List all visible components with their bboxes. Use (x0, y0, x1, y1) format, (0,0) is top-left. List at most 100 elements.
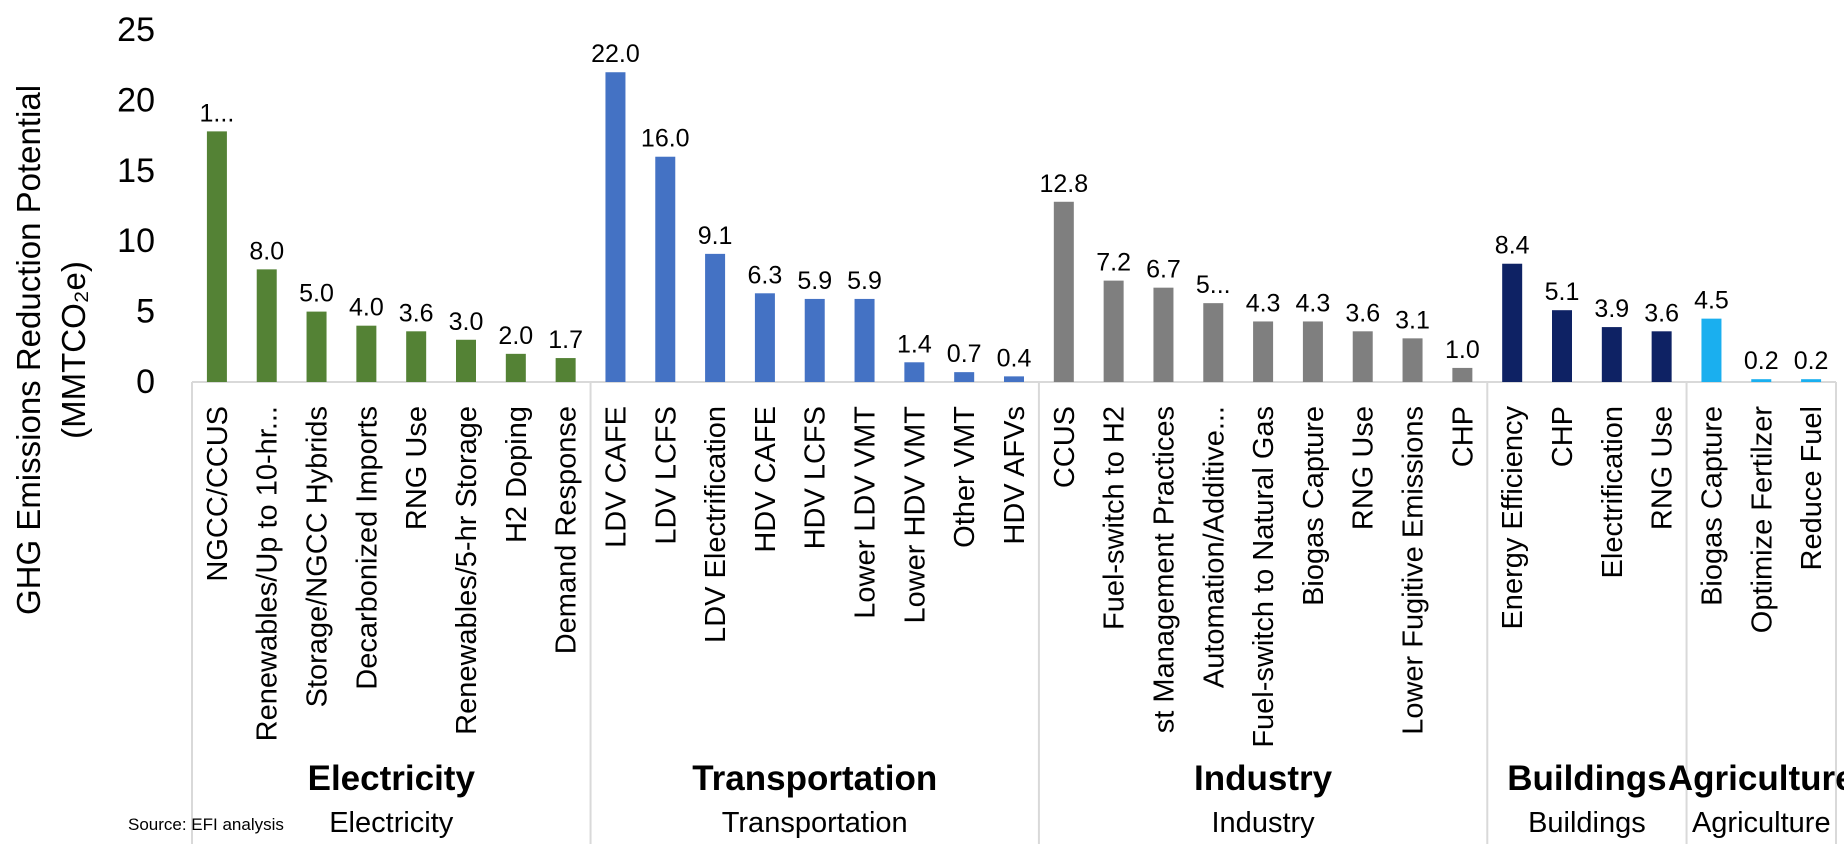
category-label: Electrification (1597, 406, 1629, 578)
bar (256, 269, 277, 382)
category-label: Other VMT (949, 406, 981, 548)
data-label: 7.2 (1096, 249, 1131, 277)
bar (1203, 303, 1224, 382)
category-label: Renewables/Up to 10-hr... (252, 406, 284, 741)
data-label: 3.6 (399, 299, 434, 327)
data-label: 3.0 (449, 308, 484, 336)
category-label: Automation/Additive... (1198, 406, 1230, 688)
category-label: Storage/NGCC Hybrids (302, 406, 334, 707)
y-tick-label: 0 (136, 363, 155, 401)
bar (206, 131, 227, 382)
data-label: 4.0 (349, 294, 384, 322)
group-subtitle: Transportation (722, 807, 908, 839)
y-tick-label: 15 (117, 152, 155, 190)
category-label: Demand Response (551, 406, 583, 654)
bar (1651, 331, 1672, 382)
data-label: 5... (1196, 271, 1231, 299)
data-label: 1.4 (897, 330, 932, 358)
data-label: 0.2 (1744, 347, 1779, 375)
bar (954, 372, 975, 382)
group-title: Industry (1194, 759, 1333, 798)
category-label: Biogas Capture (1696, 406, 1728, 606)
source-note: Source: EFI analysis (128, 815, 284, 834)
category-label: H2 Doping (501, 406, 533, 543)
data-label: 9.1 (698, 222, 733, 250)
category-label: Decarbonized Imports (351, 406, 383, 690)
group-labels: Electricity Electricity Transportation Tran… (308, 759, 1844, 839)
bar (406, 331, 427, 382)
bar (804, 298, 825, 382)
bar (754, 293, 775, 382)
data-label: 6.3 (748, 261, 783, 289)
bar (655, 156, 676, 382)
data-label: 5.9 (797, 267, 832, 295)
data-label: 12.8 (1039, 170, 1088, 198)
data-label: 8.4 (1495, 232, 1530, 260)
category-label: LDV Electrification (700, 406, 732, 643)
bar (1153, 287, 1174, 382)
data-label: 8.0 (249, 237, 284, 265)
y-axis-unit: (MMTCO₂e) (55, 261, 92, 439)
group-title: Electricity (308, 759, 476, 798)
bar (1801, 379, 1822, 382)
y-tick-label: 10 (117, 222, 155, 260)
category-label: CHP (1447, 406, 1479, 467)
category-label: Reduce Fuel (1796, 406, 1828, 570)
y-tick-label: 25 (117, 11, 155, 49)
bar (1253, 321, 1274, 382)
data-label: 0.2 (1794, 347, 1829, 375)
bar (1751, 379, 1772, 382)
category-label: Energy Efficiency (1497, 406, 1529, 630)
bar (1402, 338, 1423, 382)
category-label: CHP (1547, 406, 1579, 467)
data-label: 1... (200, 99, 235, 127)
bar (1352, 331, 1373, 382)
data-label: 3.6 (1345, 299, 1380, 327)
group-subtitle: Industry (1212, 807, 1316, 839)
group-subtitle: Agriculture (1692, 807, 1831, 839)
bar (1601, 327, 1622, 382)
data-label: 5.9 (847, 267, 882, 295)
data-label: 2.0 (498, 322, 533, 350)
group-title: Transportation (692, 759, 937, 798)
category-label: RNG Use (1647, 406, 1679, 530)
y-tick-label: 5 (136, 293, 155, 331)
bar (1302, 321, 1323, 382)
bar (356, 325, 377, 382)
data-label: 1.0 (1445, 336, 1480, 364)
category-label: HDV CAFE (750, 406, 782, 553)
category-label: RNG Use (401, 406, 433, 530)
data-label: 22.0 (591, 40, 640, 68)
bar (1004, 376, 1024, 382)
data-label: 3.1 (1395, 306, 1430, 334)
data-label: 0.4 (997, 344, 1032, 372)
data-label: 0.7 (947, 340, 982, 368)
category-label: Renewables/5-hr Storage (451, 406, 483, 735)
bar (1502, 263, 1523, 382)
y-axis-title: GHG Emissions Reduction Potential (MMTCO… (10, 85, 92, 615)
bar (306, 311, 327, 382)
bar (1552, 310, 1572, 382)
bar (505, 353, 526, 382)
category-label: Biogas Capture (1298, 406, 1330, 606)
bar (605, 72, 626, 383)
bar (904, 362, 925, 382)
category-label: CCUS (1049, 406, 1081, 488)
category-label: Lower Fugitive Emissions (1398, 406, 1430, 735)
category-label: RNG Use (1348, 406, 1380, 530)
group-title: Agriculture (1668, 759, 1844, 798)
bar (1452, 367, 1473, 382)
category-labels: NGCC/CCUS Renewables/Up to 10-hr... Storag… (202, 406, 1828, 748)
data-labels: 1... 8.0 5.0 4.0 3.6 3.0 2.0 1.7 22.0 16.0 9.1 6.3 5… (200, 40, 1829, 375)
group-title: Buildings (1507, 759, 1666, 798)
y-axis-label: GHG Emissions Reduction Potential (10, 85, 47, 615)
bar (1103, 280, 1124, 382)
data-label: 4.5 (1694, 287, 1729, 315)
data-label: 5.0 (299, 280, 334, 308)
y-axis-ticks: 0 5 10 15 20 25 (117, 11, 155, 401)
bar (1701, 318, 1722, 382)
group-subtitle: Electricity (329, 807, 454, 839)
data-label: 1.7 (548, 326, 583, 354)
data-label: 4.3 (1296, 289, 1331, 317)
